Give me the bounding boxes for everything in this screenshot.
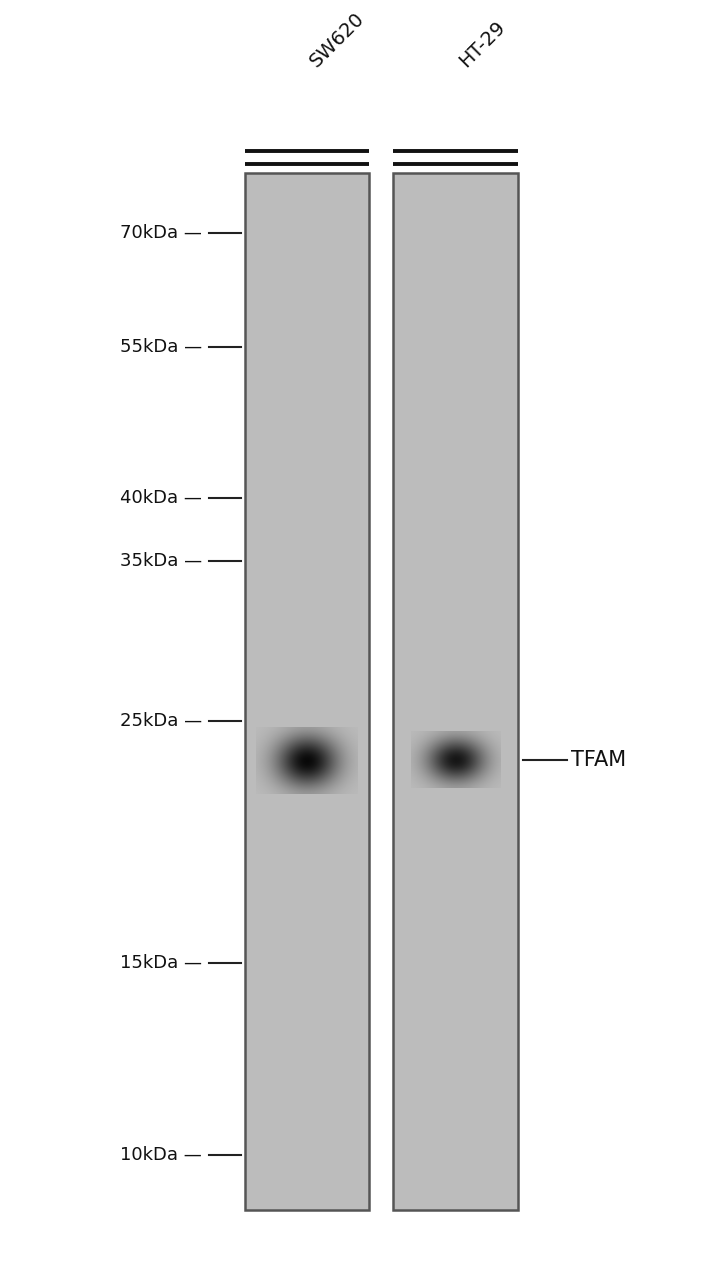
Text: 25kDa —: 25kDa — [120, 712, 202, 730]
Text: 40kDa —: 40kDa — [121, 489, 202, 507]
Text: 35kDa —: 35kDa — [120, 552, 202, 571]
Text: 10kDa —: 10kDa — [121, 1146, 202, 1164]
Text: TFAM: TFAM [571, 750, 626, 771]
Text: 55kDa —: 55kDa — [120, 338, 202, 356]
Text: HT-29: HT-29 [456, 17, 509, 70]
Text: 15kDa —: 15kDa — [120, 954, 202, 972]
Bar [393, 173, 518, 1210]
Text: SW620: SW620 [306, 9, 369, 70]
Text: 70kDa —: 70kDa — [121, 224, 202, 242]
Bar [245, 173, 369, 1210]
